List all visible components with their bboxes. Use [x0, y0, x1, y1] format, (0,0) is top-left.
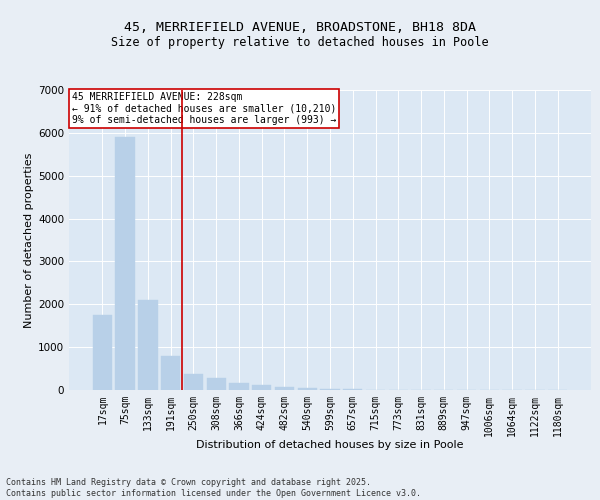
X-axis label: Distribution of detached houses by size in Poole: Distribution of detached houses by size …: [196, 440, 464, 450]
Bar: [161, 356, 181, 390]
Bar: [115, 137, 135, 390]
Bar: [184, 374, 203, 390]
Bar: [138, 300, 158, 390]
Bar: [93, 315, 112, 390]
Text: Contains HM Land Registry data © Crown copyright and database right 2025.
Contai: Contains HM Land Registry data © Crown c…: [6, 478, 421, 498]
Text: Size of property relative to detached houses in Poole: Size of property relative to detached ho…: [111, 36, 489, 49]
Bar: [206, 378, 226, 390]
Text: 45, MERRIEFIELD AVENUE, BROADSTONE, BH18 8DA: 45, MERRIEFIELD AVENUE, BROADSTONE, BH18…: [124, 21, 476, 34]
Bar: [252, 386, 271, 390]
Bar: [298, 388, 317, 390]
Bar: [275, 387, 294, 390]
Bar: [320, 389, 340, 390]
Y-axis label: Number of detached properties: Number of detached properties: [24, 152, 34, 328]
Text: 45 MERRIEFIELD AVENUE: 228sqm
← 91% of detached houses are smaller (10,210)
9% o: 45 MERRIEFIELD AVENUE: 228sqm ← 91% of d…: [71, 92, 336, 124]
Bar: [229, 383, 248, 390]
